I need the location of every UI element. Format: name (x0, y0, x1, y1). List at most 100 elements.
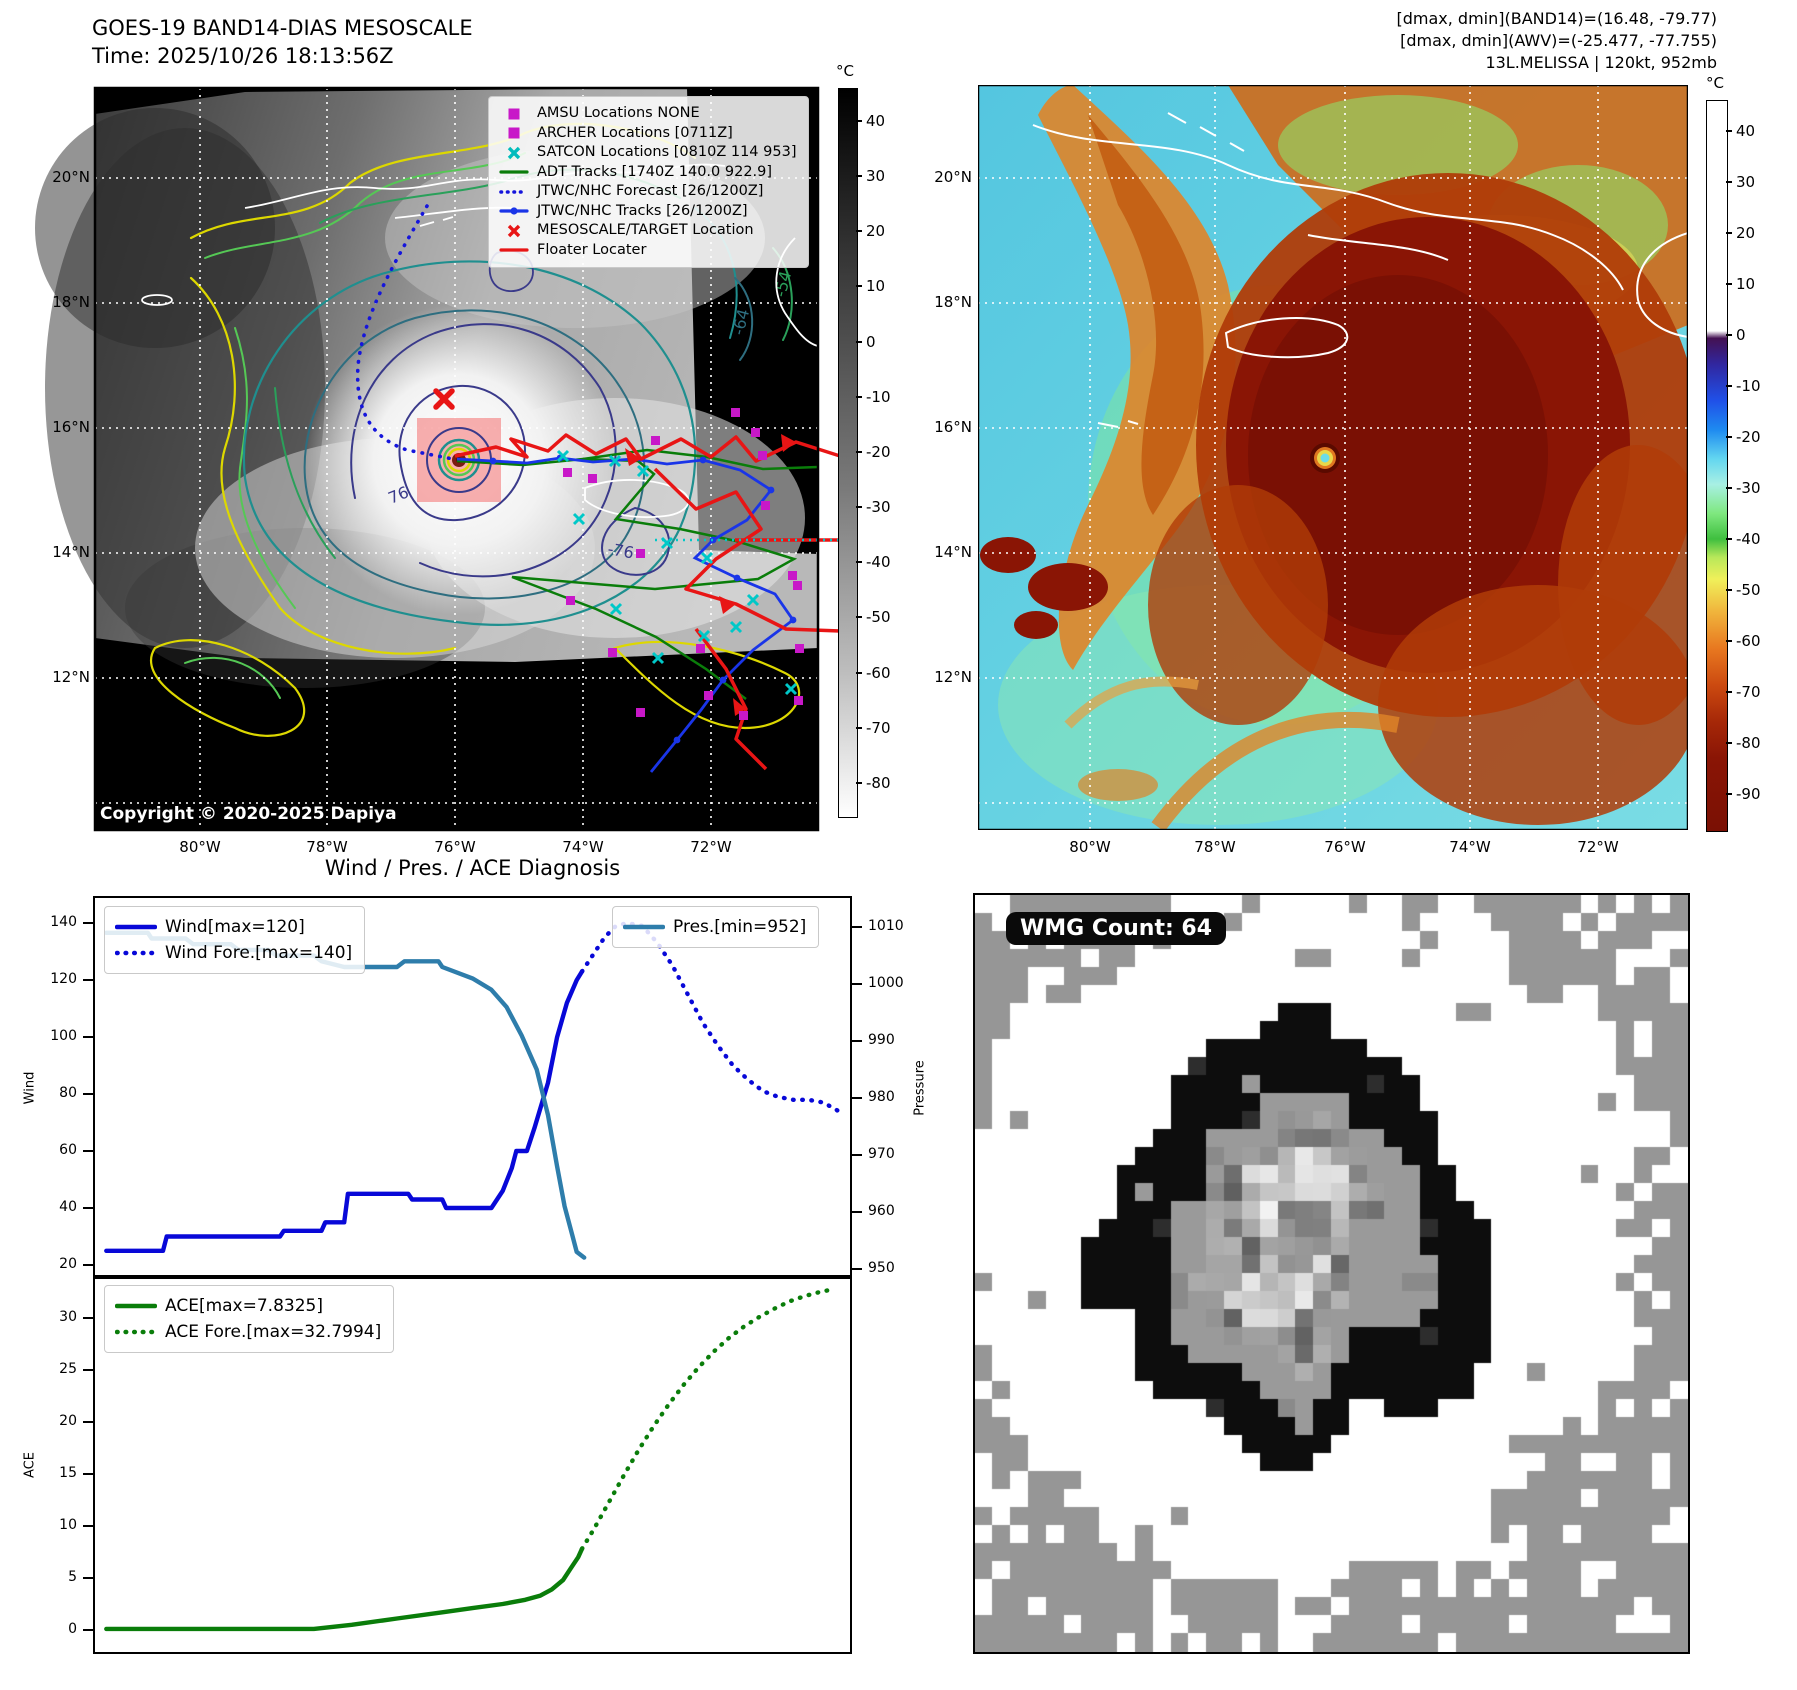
tr-lat-tick: 20°N (934, 168, 972, 186)
series-wind-max- (104, 969, 585, 1253)
series-wind-fore-max- (579, 920, 841, 1114)
tl-cbar-tickmark (856, 285, 862, 288)
storm-id-intensity: 13L.MELISSA | 120kt, 952mb (1485, 53, 1717, 72)
tr-cbar-tickmark (1726, 538, 1732, 540)
diagnosis-title: Wind / Pres. / ACE Diagnosis (324, 856, 621, 880)
chart-left-tickmark (83, 1368, 93, 1372)
chart-right-ticklabel: 1000 (868, 975, 904, 992)
legend-row: Floater Locater (499, 241, 796, 261)
ace-chart-frame (93, 1275, 852, 1654)
tl-cbar-tickmark (856, 450, 862, 453)
chart-left-ticklabel: 80 (59, 1085, 77, 1102)
tr-lat-tick: 18°N (934, 293, 972, 311)
tl-cbar-tickmark (856, 395, 862, 398)
wind-legend: Wind[max=120] Wind Fore.[max=140] (104, 906, 366, 974)
solid-line-icon (115, 924, 157, 930)
ir-field (980, 85, 1688, 830)
copyright-watermark: Copyright © 2020-2025 Dapiya (100, 804, 397, 824)
legend-label: Pres.[min=952] (673, 917, 807, 937)
legend-row: Wind Fore.[max=140] (115, 940, 352, 966)
legend-label: AMSU Locations NONE (537, 105, 700, 121)
chart-left-tickmark (83, 1263, 93, 1267)
axis-label-pressure: Pressure (912, 1059, 928, 1116)
tr-cbar-tickmark (1726, 334, 1732, 336)
tl-cbar-ticklabel: -80 (866, 773, 891, 792)
chart-left-ticklabel: 60 (59, 1142, 77, 1159)
tr-cbar-tickmark (1726, 181, 1732, 183)
legend-row: Pres.[min=952] (623, 914, 806, 940)
tr-cbar-tickmark (1726, 640, 1732, 642)
tr-cbar-tickmark (1726, 487, 1732, 489)
legend-row: MESOSCALE/TARGET Location (499, 221, 796, 241)
square-magenta-icon (508, 108, 520, 120)
chart-right-tickmark (852, 982, 862, 986)
legend-label: ACE[max=7.8325] (165, 1296, 323, 1316)
solid-line-icon (623, 924, 665, 930)
tl-lat-tick: 20°N (52, 168, 90, 186)
legend-label: Floater Locater (537, 241, 647, 258)
tr-colorbar (1706, 100, 1728, 832)
satcon-locations (556, 449, 798, 696)
tr-cbar-tickmark (1726, 793, 1732, 795)
chart-right-ticklabel: 990 (868, 1032, 895, 1049)
wmg-count-badge: WMG Count: 64 (1006, 912, 1227, 945)
legend-label: JTWC/NHC Tracks [26/1200Z] (537, 202, 748, 219)
tr-cbar-tickmark (1726, 232, 1732, 234)
legend-row: Wind[max=120] (115, 914, 352, 940)
series-ace-fore-max- (579, 1286, 838, 1551)
chart-left-tickmark (83, 1420, 93, 1424)
tl-lon-tick: 80°W (179, 838, 221, 856)
chart-left-tickmark (83, 1524, 93, 1528)
tl-lon-tick: 76°W (434, 838, 476, 856)
solid-line-icon (115, 1303, 157, 1309)
chart-left-ticklabel: 5 (68, 1568, 77, 1585)
dotted-line-icon (115, 950, 157, 956)
chart-left-ticklabel: 25 (59, 1360, 77, 1377)
storm-header: [dmax, dmin](BAND14)=(16.48, -79.77) [dm… (1397, 8, 1718, 74)
tr-lat-tick: 16°N (934, 418, 972, 436)
dmax-awv: [dmax, dmin](AWV)=(-25.477, -77.755) (1400, 31, 1717, 50)
tl-cbar-ticklabel: 20 (866, 222, 886, 241)
chart-right-tickmark (852, 1096, 862, 1100)
tr-cbar-tickmark (1726, 436, 1732, 438)
chart-left-ticklabel: 140 (50, 914, 77, 931)
pressure-legend: Pres.[min=952] (612, 906, 820, 948)
jamaica-coastline (584, 479, 690, 519)
chart-right-tickmark (852, 1153, 862, 1157)
chart-left-tickmark (83, 1092, 93, 1096)
tl-lon-tick: 78°W (306, 838, 348, 856)
chart-right-tickmark (852, 1039, 862, 1043)
tr-cbar-ticklabel: -80 (1736, 734, 1761, 752)
ace-legend: ACE[max=7.8325] ACE Fore.[max=32.7994] (104, 1285, 395, 1353)
chart-left-ticklabel: 100 (50, 1028, 77, 1045)
chart-left-tickmark (83, 1035, 93, 1039)
chart-left-tickmark (83, 1576, 93, 1580)
chart-left-ticklabel: 10 (59, 1516, 77, 1533)
tr-cbar-ticklabel: 10 (1736, 275, 1756, 293)
tr-cbar-ticklabel: -10 (1736, 377, 1761, 395)
tl-lat-tick: 14°N (52, 543, 90, 561)
tr-cbar-ticklabel: 0 (1736, 326, 1746, 344)
tl-cbar-tickmark (856, 726, 862, 729)
tr-cbar-ticklabel: -40 (1736, 530, 1761, 548)
tr-cbar-ticklabel: -30 (1736, 479, 1761, 497)
tl-cbar-ticklabel: -60 (866, 663, 891, 682)
goes-title: GOES-19 BAND14-DIAS MESOSCALE Time: 2025… (92, 14, 473, 70)
legend-label: MESOSCALE/TARGET Location (537, 222, 754, 238)
legend-label: Wind[max=120] (165, 917, 305, 937)
line-red-icon (499, 248, 529, 252)
x-cyan-icon (507, 146, 521, 159)
tl-lon-tick: 74°W (562, 838, 604, 856)
tr-cbar-ticklabel: -50 (1736, 581, 1761, 599)
tr-cbar-ticklabel: -70 (1736, 683, 1761, 701)
tl-cbar-tickmark (856, 230, 862, 233)
coastlines (1032, 112, 1688, 428)
mesoscale-target-x (433, 388, 455, 410)
tr-cbar-ticklabel: 20 (1736, 224, 1756, 242)
legend-row: AMSU Locations NONE (499, 104, 796, 124)
tl-cbar-ticklabel: -40 (866, 553, 891, 572)
tl-cbar-tickmark (856, 340, 862, 343)
tr-lon-tick: 76°W (1324, 838, 1366, 856)
chart-left-ticklabel: 20 (59, 1256, 77, 1273)
